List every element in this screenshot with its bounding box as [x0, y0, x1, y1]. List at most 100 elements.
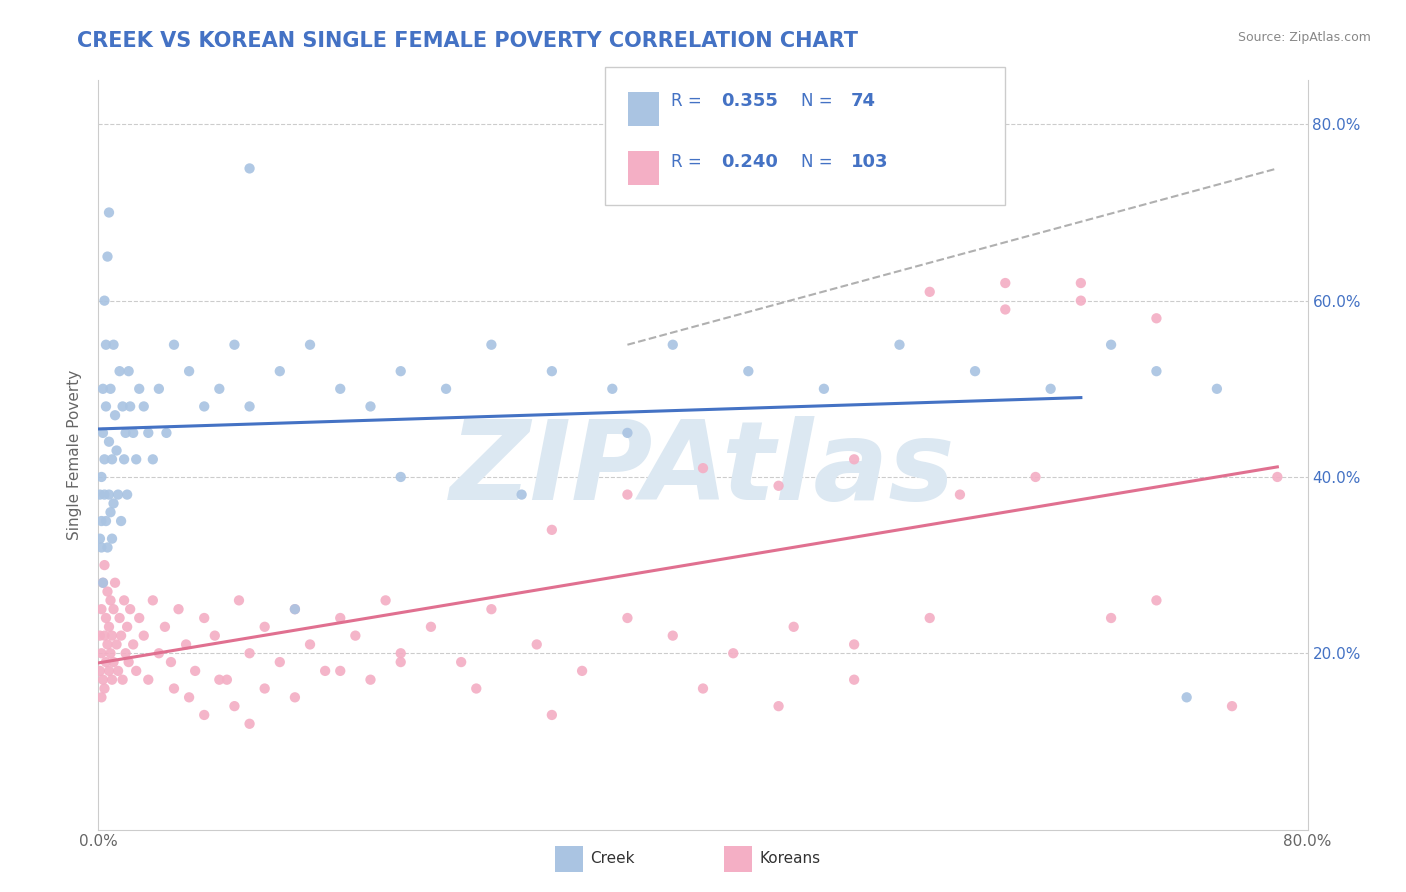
Point	[112, 452, 135, 467]
Text: R =: R =	[671, 153, 707, 171]
Point	[89, 487, 111, 501]
Point	[94, 611, 117, 625]
Point	[89, 532, 111, 546]
Point	[661, 337, 683, 351]
Point	[269, 655, 291, 669]
Point	[89, 664, 111, 678]
Point	[111, 673, 134, 687]
Point	[1144, 311, 1167, 326]
Point	[118, 655, 141, 669]
Point	[737, 364, 759, 378]
Point	[93, 558, 115, 573]
Point	[208, 673, 231, 687]
Point	[93, 487, 115, 501]
Point	[155, 425, 177, 440]
Point	[616, 611, 638, 625]
Point	[100, 382, 122, 396]
Point	[94, 400, 117, 414]
Point	[844, 637, 866, 651]
Point	[510, 487, 533, 501]
Point	[844, 673, 866, 687]
Point	[918, 285, 941, 299]
Point	[1220, 699, 1243, 714]
Point	[450, 655, 472, 669]
Point	[98, 487, 121, 501]
Point	[329, 664, 352, 678]
Point	[918, 611, 941, 625]
Point	[374, 593, 396, 607]
Point	[540, 523, 562, 537]
Point	[360, 673, 382, 687]
Point	[540, 708, 562, 723]
Point	[692, 681, 714, 696]
Point	[100, 593, 122, 607]
Point	[94, 655, 117, 669]
Point	[526, 637, 548, 651]
Point	[239, 161, 262, 176]
Point	[1175, 690, 1198, 705]
Point	[148, 382, 170, 396]
Point	[122, 637, 145, 651]
Text: N =: N =	[801, 92, 838, 110]
Point	[239, 400, 262, 414]
Point	[96, 637, 118, 651]
Point	[284, 690, 307, 705]
Point	[540, 364, 562, 378]
Text: N =: N =	[801, 153, 838, 171]
Point	[723, 646, 745, 660]
Point	[1206, 382, 1229, 396]
Point	[105, 637, 128, 651]
Point	[91, 382, 114, 396]
Point	[1099, 337, 1122, 351]
Point	[783, 620, 806, 634]
Point	[103, 602, 125, 616]
Point	[204, 629, 226, 643]
Point	[120, 602, 142, 616]
Point	[1144, 364, 1167, 378]
Point	[329, 611, 352, 625]
Point	[571, 664, 593, 678]
Point	[115, 620, 138, 634]
Point	[224, 337, 246, 351]
Point	[90, 602, 112, 616]
Point	[115, 487, 138, 501]
Point	[174, 637, 197, 651]
Point	[91, 575, 114, 590]
Point	[90, 646, 112, 660]
Point	[299, 637, 322, 651]
Point	[239, 716, 262, 731]
Point	[153, 620, 176, 634]
Point	[179, 690, 201, 705]
Text: 103: 103	[851, 153, 889, 171]
Point	[253, 620, 276, 634]
Point	[344, 629, 367, 643]
Point	[93, 293, 115, 308]
Point	[98, 205, 121, 219]
Point	[108, 364, 131, 378]
Point	[661, 629, 683, 643]
Point	[844, 452, 866, 467]
Point	[93, 681, 115, 696]
Point	[1070, 293, 1092, 308]
Point	[107, 664, 129, 678]
Point	[105, 443, 128, 458]
Point	[125, 452, 148, 467]
Point	[96, 584, 118, 599]
Point	[91, 425, 114, 440]
Point	[104, 409, 127, 423]
Point	[128, 382, 150, 396]
Point	[100, 505, 122, 519]
Point	[96, 541, 118, 555]
Point	[101, 452, 124, 467]
Point	[889, 337, 911, 351]
Point	[965, 364, 987, 378]
Point	[93, 452, 115, 467]
Text: 0.355: 0.355	[721, 92, 778, 110]
Point	[90, 541, 112, 555]
Point	[949, 487, 972, 501]
Point	[314, 664, 336, 678]
Point	[110, 514, 132, 528]
Point	[94, 337, 117, 351]
Point	[132, 400, 155, 414]
Point	[360, 400, 382, 414]
